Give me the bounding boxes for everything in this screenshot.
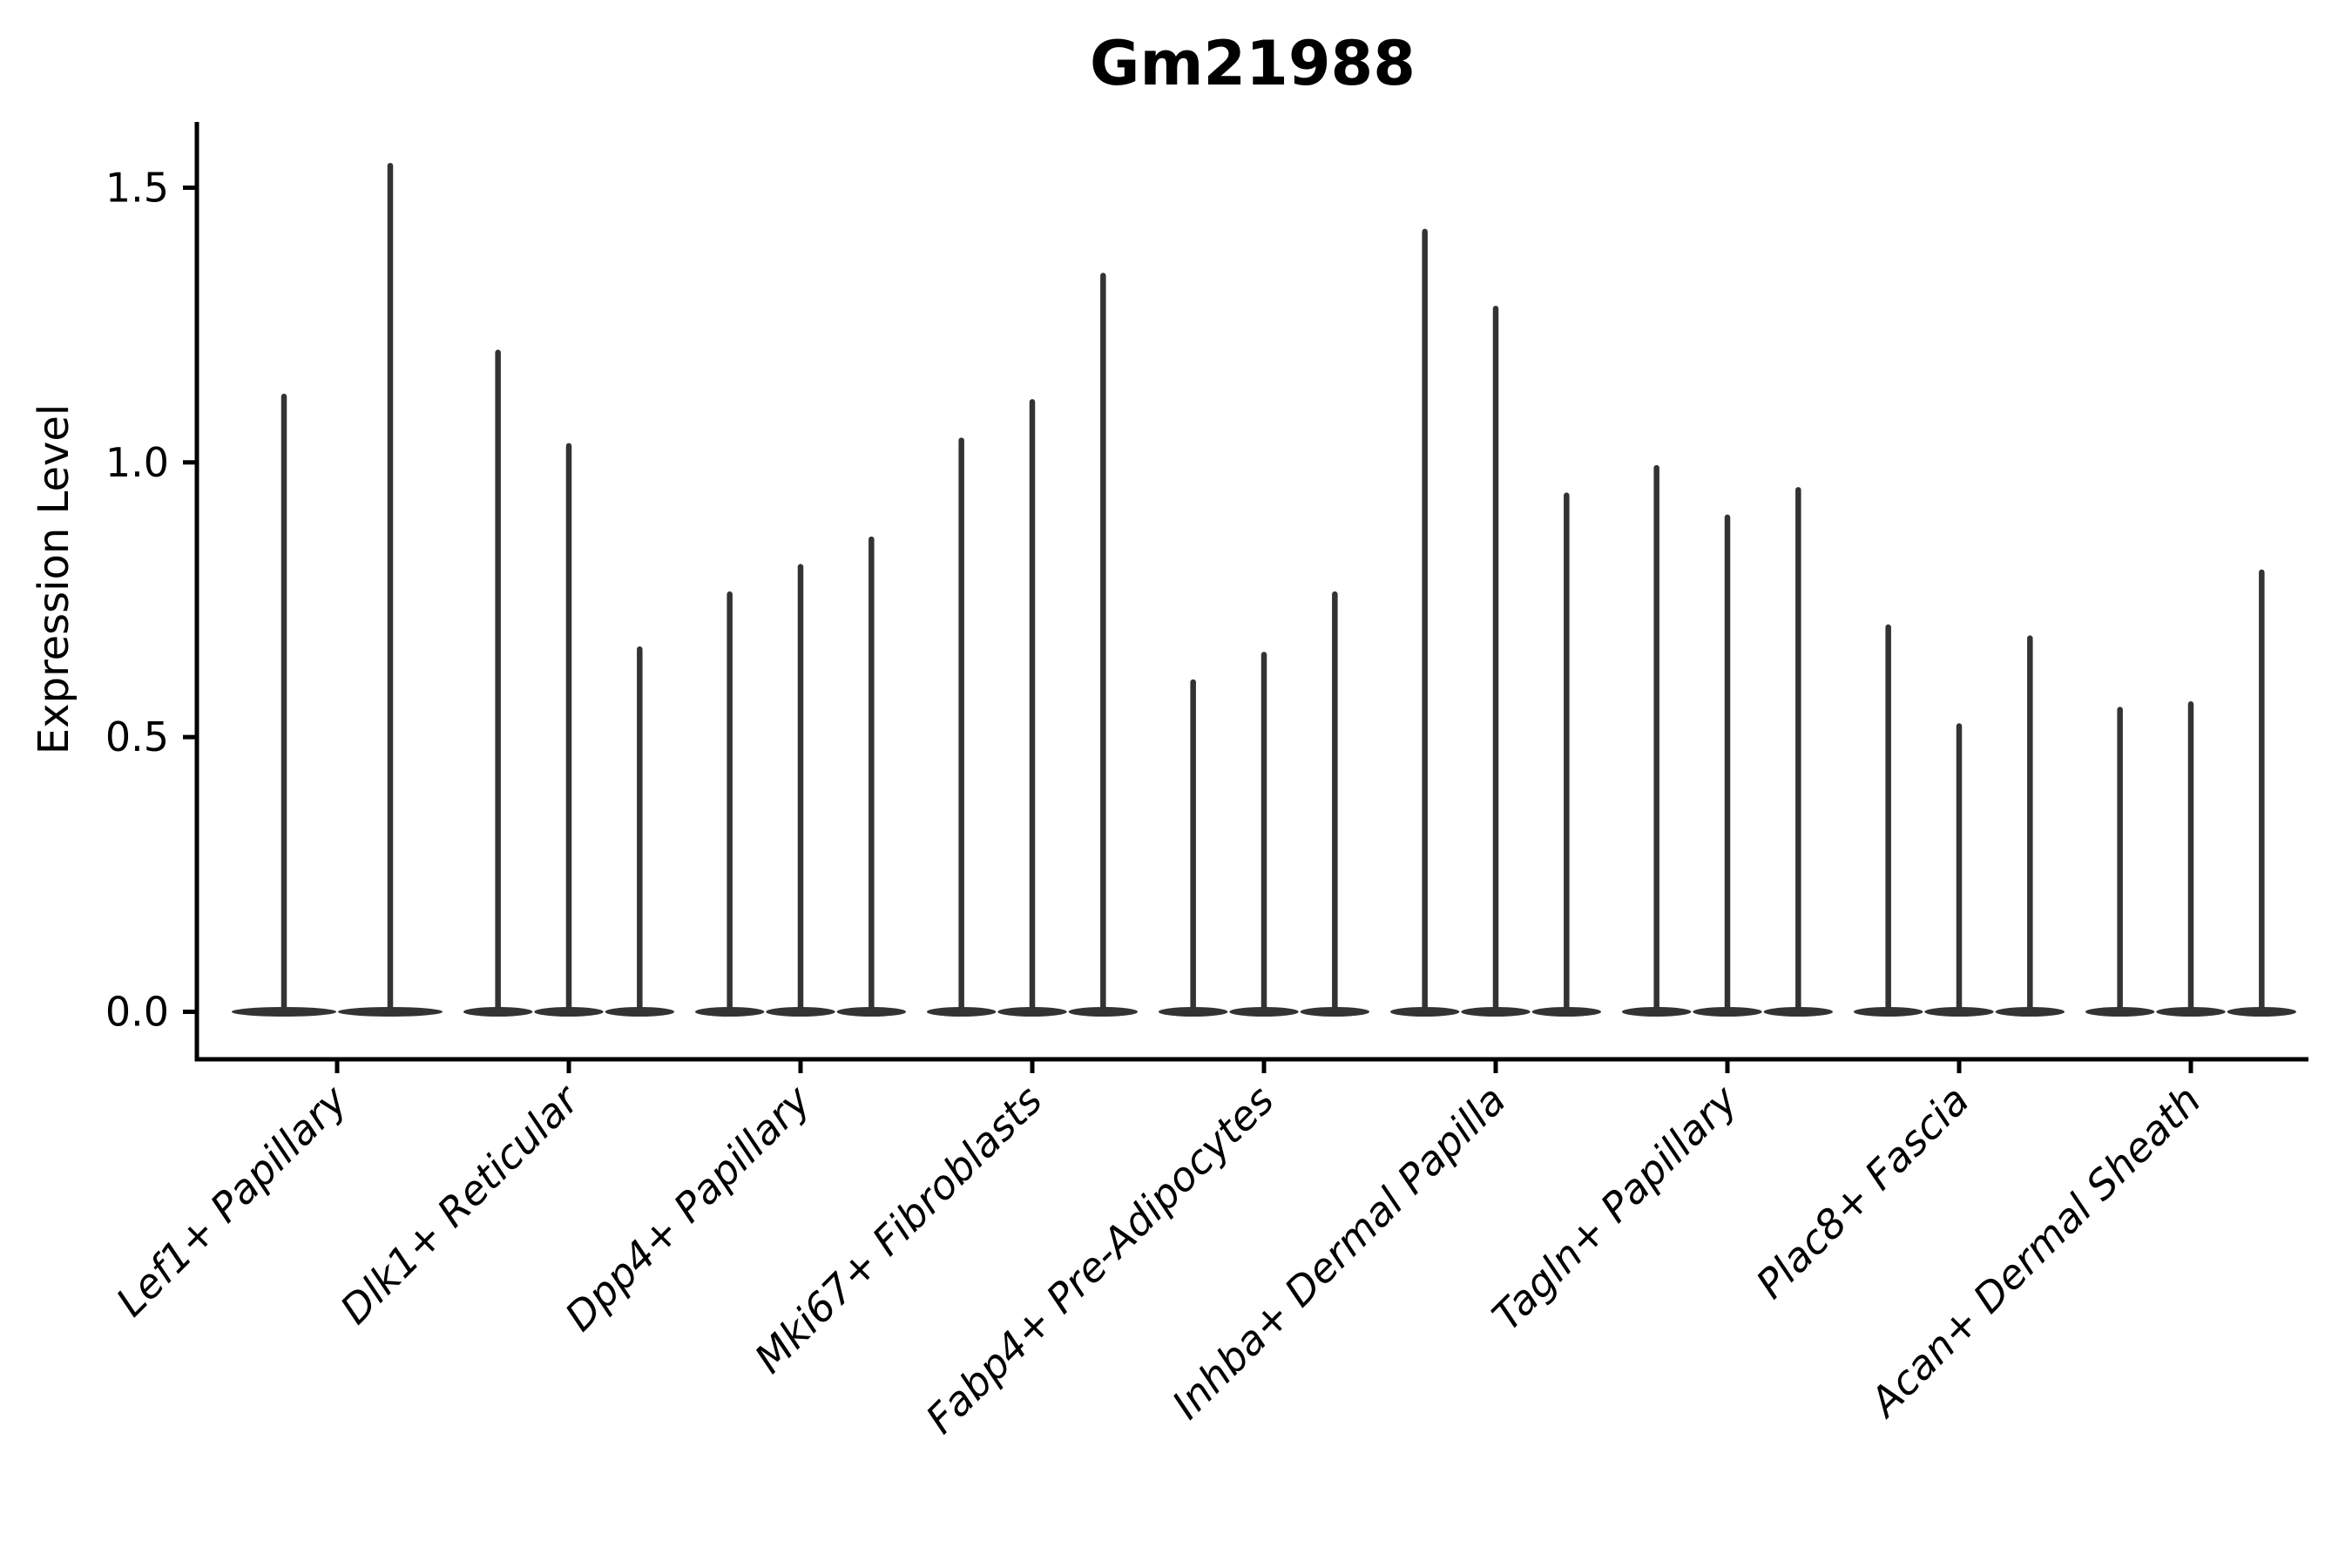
y-tick-label: 0.0	[105, 989, 169, 1036]
y-tick-label: 1.0	[105, 439, 169, 486]
x-tick-label: Dlk1+ Reticular	[331, 1074, 590, 1333]
x-tick-label: Lef1+ Papillary	[107, 1076, 356, 1325]
x-tick-label: Plac8+ Fascia	[1747, 1077, 1977, 1308]
y-tick-label: 1.5	[105, 164, 169, 211]
chart-title: Gm21988	[1090, 28, 1416, 99]
y-tick-label: 0.5	[105, 713, 169, 760]
x-tick-label: Dpp4+ Papillary	[556, 1076, 820, 1340]
x-tick-label: Tagln+ Papillary	[1483, 1076, 1747, 1340]
